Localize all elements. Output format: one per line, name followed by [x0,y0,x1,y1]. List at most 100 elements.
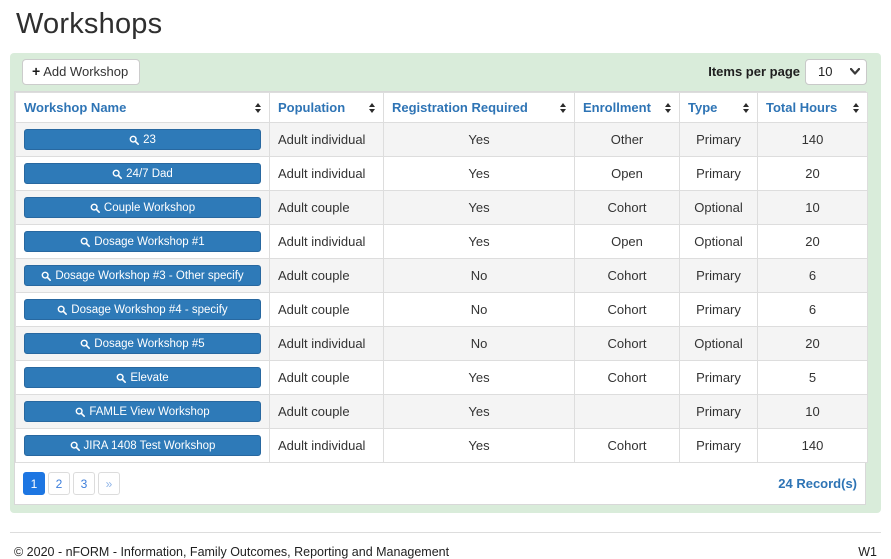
search-icon [129,135,140,145]
workshops-table: Workshop Name Population Registration Requ… [15,92,868,463]
footer-version: W1 [858,545,877,559]
add-workshop-button[interactable]: + Add Workshop [22,58,141,85]
search-icon [57,305,68,315]
page-title: Workshops [16,8,163,40]
registration-required-cell: Yes [383,428,575,463]
enrollment-cell: Other [574,122,680,157]
pagination-next-button[interactable]: » [98,472,120,495]
table-row: 23 Adult individual Yes Other Primary 140 [15,122,868,157]
workshop-detail-button-jira-1408-test-workshop[interactable]: JIRA 1408 Test Workshop [24,435,261,456]
column-header-label: Registration Required [392,100,528,115]
toolbar: + Add Workshop Items per page 10 [14,53,867,91]
total-hours-cell: 140 [757,122,868,157]
items-per-page-label: Items per page [708,64,800,79]
column-header-type[interactable]: Type [679,92,758,123]
column-header-total-hours[interactable]: Total Hours [757,92,868,123]
workshop-detail-button-dosage-workshop-3-other-specify[interactable]: Dosage Workshop #3 - Other specify [24,265,261,286]
type-cell: Optional [679,190,758,225]
enrollment-cell: Cohort [574,190,680,225]
table-row: Dosage Workshop #4 - specify Adult couple… [15,292,868,327]
footer-copyright: © 2020 - nFORM - Information, Family Out… [14,545,450,559]
enrollment-cell: Open [574,156,680,191]
sort-arrows-icon [255,102,261,113]
workshop-name-cell: Elevate [15,360,270,395]
column-header-registration-required[interactable]: Registration Required [383,92,575,123]
items-per-page: Items per page 10 [708,58,867,85]
column-header-population[interactable]: Population [269,92,384,123]
table-row: Dosage Workshop #1 Adult individual Yes Ope… [15,224,868,259]
workshop-name-label: Elevate [130,371,169,384]
type-cell: Primary [679,394,758,429]
pagination-page-3[interactable]: 3 [73,472,95,495]
workshop-name-cell: Dosage Workshop #3 - Other specify [15,258,270,293]
search-icon [112,169,123,179]
type-cell: Primary [679,156,758,191]
total-hours-cell: 5 [757,360,868,395]
search-icon [75,407,86,417]
workshop-name-label: Couple Workshop [103,201,196,214]
workshops-panel: + Add Workshop Items per page 10 [10,53,881,513]
table-row: Elevate Adult couple Yes Cohort Primary 5 [15,360,868,395]
type-cell: Optional [679,326,758,361]
pagination-page-2[interactable]: 2 [48,472,70,495]
total-hours-cell: 140 [757,428,868,463]
search-icon [70,441,80,451]
type-cell: Primary [679,258,758,293]
table-row: Dosage Workshop #5 Adult individual No Coho… [15,326,868,361]
enrollment-cell: Cohort [574,326,680,361]
workshop-name-label: 23 [143,133,156,146]
workshop-detail-button-dosage-workshop-1[interactable]: Dosage Workshop #1 [24,231,261,252]
workshop-name-cell: 23 [15,122,270,157]
workshop-name-label: FAMLE View Workshop [89,405,210,418]
table-row: Dosage Workshop #3 - Other specify Adult … [15,258,868,293]
enrollment-cell: Cohort [574,258,680,293]
sort-arrows-icon [743,102,749,113]
pagination-page-1[interactable]: 1 [23,472,45,495]
column-header-label: Population [278,100,346,115]
registration-required-cell: Yes [383,156,575,191]
workshop-name-cell: 24/7 Dad [15,156,270,191]
population-cell: Adult couple [269,360,384,395]
workshop-name-label: Dosage Workshop #1 [94,235,205,248]
workshop-name-cell: Couple Workshop [15,190,270,225]
column-header-workshop-name[interactable]: Workshop Name [15,92,270,123]
workshop-name-label: Dosage Workshop #4 - specify [71,303,228,316]
workshop-detail-button-24-7-dad[interactable]: 24/7 Dad [24,163,261,184]
workshop-detail-button-dosage-workshop-5[interactable]: Dosage Workshop #5 [24,333,261,354]
page-footer: © 2020 - nFORM - Information, Family Out… [10,532,881,559]
search-icon [80,339,91,349]
table-header-row: Workshop Name Population Registration Requ… [15,92,868,123]
type-cell: Primary [679,292,758,327]
population-cell: Adult couple [269,190,384,225]
workshop-detail-button-famle-view-workshop[interactable]: FAMLE View Workshop [24,401,261,422]
type-cell: Primary [679,122,758,157]
total-hours-cell: 10 [757,190,868,225]
plus-icon: + [32,63,41,79]
workshop-name-label: JIRA 1408 Test Workshop [83,439,216,452]
enrollment-cell [574,394,680,429]
sort-arrows-icon [853,102,859,113]
workshop-detail-button-elevate[interactable]: Elevate [24,367,261,388]
population-cell: Adult individual [269,122,384,157]
workshop-detail-button-23[interactable]: 23 [24,129,261,150]
search-icon [80,237,91,247]
column-header-label: Type [688,100,718,115]
population-cell: Adult individual [269,156,384,191]
sort-arrows-icon [369,102,375,113]
registration-required-cell: No [383,258,575,293]
enrollment-cell: Cohort [574,292,680,327]
total-hours-cell: 6 [757,292,868,327]
total-hours-cell: 20 [757,156,868,191]
population-cell: Adult couple [269,292,384,327]
sort-arrows-icon [665,102,671,113]
pagination: 1 2 3» [23,472,120,495]
workshop-detail-button-dosage-workshop-4-specify[interactable]: Dosage Workshop #4 - specify [24,299,261,320]
workshop-name-cell: FAMLE View Workshop [15,394,270,429]
workshop-detail-button-couple-workshop[interactable]: Couple Workshop [24,197,261,218]
column-header-enrollment[interactable]: Enrollment [574,92,680,123]
workshop-name-label: Dosage Workshop #3 - Other specify [55,269,244,282]
column-header-label: Enrollment [583,100,651,115]
column-header-label: Workshop Name [24,100,127,115]
items-per-page-select[interactable]: 10 [805,58,867,85]
